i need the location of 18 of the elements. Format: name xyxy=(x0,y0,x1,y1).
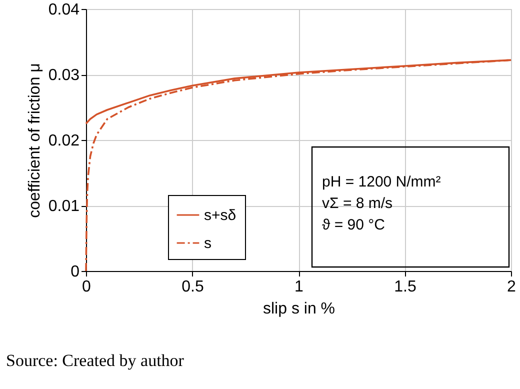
x-axis-title: slip s in % xyxy=(262,300,336,318)
annotation: vΣ = 8 m/s xyxy=(322,195,393,212)
legend-label: s+sδ xyxy=(204,207,236,224)
x-tick-label: 2 xyxy=(507,278,516,296)
y-tick-label: 0 xyxy=(70,264,80,280)
y-tick-label: 0.04 xyxy=(48,2,80,18)
x-tick-label: 1.5 xyxy=(394,278,416,296)
y-tick-label: 0.01 xyxy=(48,198,80,215)
x-tick-label: 0.5 xyxy=(182,278,204,296)
y-axis-title: coefficient of friction μ xyxy=(26,63,44,218)
annotation: ϑ = 90 °C xyxy=(322,216,386,234)
y-tick-label: 0.02 xyxy=(48,132,80,150)
source-note: Source: Created by author xyxy=(6,351,184,370)
y-tick-label: 0.03 xyxy=(48,67,80,84)
annotation: pH = 1200 N/mm² xyxy=(322,174,441,191)
x-tick-label: 0 xyxy=(82,278,92,296)
legend-label: s xyxy=(204,235,212,252)
x-tick-label: 1 xyxy=(294,278,304,296)
